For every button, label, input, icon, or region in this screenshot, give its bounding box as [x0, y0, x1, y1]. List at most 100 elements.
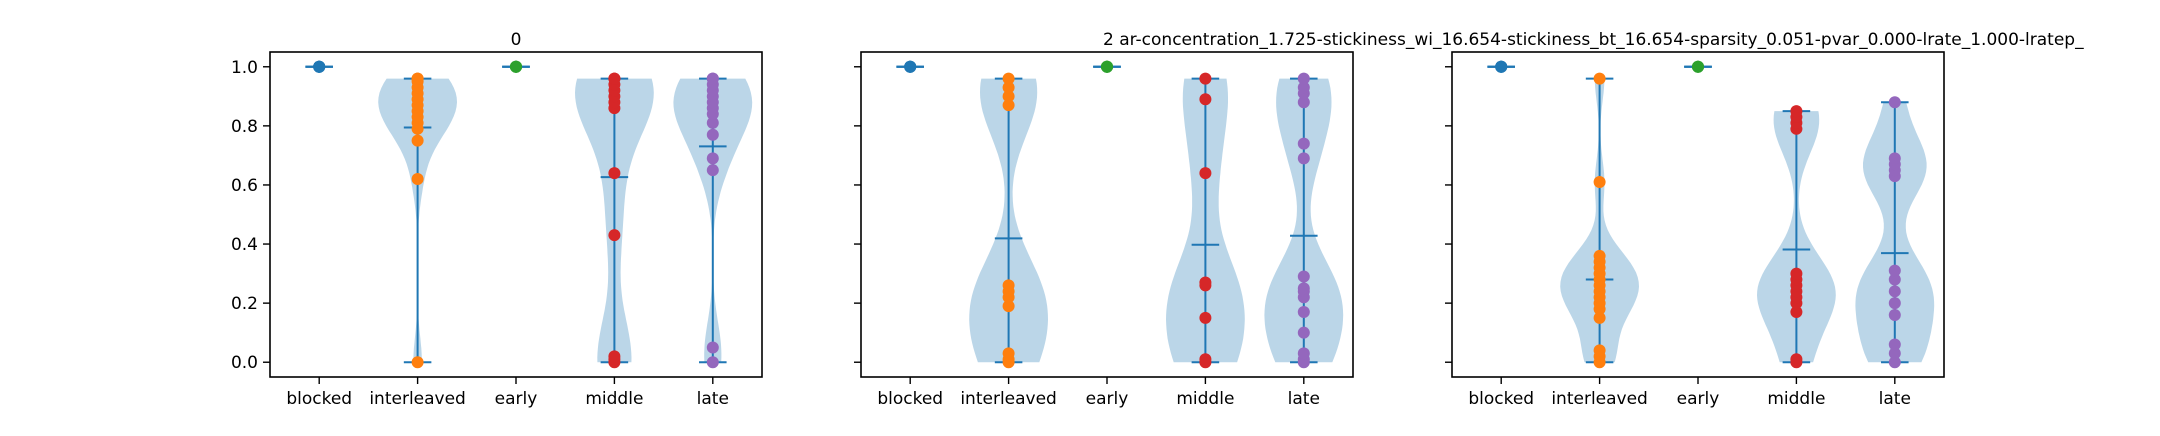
- data-point-late: [1888, 308, 1901, 321]
- data-point-middle: [608, 72, 621, 85]
- violin-group-interleaved: [969, 72, 1048, 369]
- data-point-interleaved: [1002, 279, 1015, 292]
- data-point-early: [510, 60, 522, 73]
- violin-group-middle: [1166, 72, 1245, 369]
- x-tick-label-blocked: blocked: [877, 389, 943, 409]
- x-tick-label-interleaved: interleaved: [369, 389, 466, 409]
- data-point-middle: [1790, 105, 1803, 118]
- x-tick-label-late: late: [1879, 389, 1911, 409]
- x-tick-label-interleaved: interleaved: [960, 389, 1057, 409]
- data-point-blocked: [1495, 60, 1508, 73]
- data-point-interleaved: [1002, 72, 1015, 85]
- data-point-late: [1888, 297, 1901, 310]
- violin-group-early: [1093, 60, 1121, 73]
- data-point-middle: [1199, 276, 1212, 289]
- data-point-late: [706, 164, 719, 177]
- data-point-middle: [608, 229, 621, 242]
- data-point-middle: [1199, 167, 1212, 180]
- data-point-interleaved: [411, 356, 424, 369]
- violin-group-early: [502, 60, 530, 73]
- y-tick-label: 1.0: [231, 58, 258, 78]
- data-point-late: [1297, 81, 1310, 94]
- data-point-middle: [1199, 93, 1212, 106]
- violin-group-late: [1264, 72, 1344, 369]
- data-point-late: [1297, 96, 1310, 109]
- data-point-interleaved: [1002, 99, 1015, 112]
- data-point-late: [1297, 326, 1310, 339]
- data-point-late: [706, 72, 719, 85]
- data-point-blocked: [904, 60, 917, 73]
- x-tick-label-late: late: [1288, 389, 1320, 409]
- x-tick-label-early: early: [495, 389, 538, 409]
- data-point-interleaved: [411, 134, 424, 147]
- violin-group-blocked: [896, 60, 924, 73]
- data-point-late: [1297, 137, 1310, 150]
- y-tick-label: 0.2: [231, 294, 258, 314]
- x-tick-label-middle: middle: [1176, 389, 1234, 409]
- x-tick-label-early: early: [1677, 389, 1720, 409]
- x-tick-label-interleaved: interleaved: [1551, 389, 1648, 409]
- data-point-late: [1297, 72, 1310, 85]
- violin-group-late: [1855, 96, 1935, 369]
- data-point-middle: [1199, 72, 1212, 85]
- figure-suptitle: 2 ar-concentration_1.725-stickiness_wi_1…: [1103, 30, 2084, 50]
- x-tick-label-early: early: [1086, 389, 1129, 409]
- chart-panel-0: 0.0 0.2 0.4 0.6 0.8 1.0 blocked interleaved earl…: [231, 30, 763, 409]
- violin-group-interleaved: [378, 72, 457, 369]
- violin-group-blocked: [1487, 60, 1515, 73]
- data-point-late: [1297, 282, 1310, 295]
- y-tick-label: 0.0: [231, 353, 258, 373]
- data-point-middle: [1790, 267, 1803, 280]
- data-point-late: [706, 116, 719, 129]
- data-point-late: [1888, 96, 1901, 109]
- data-point-late: [1297, 152, 1310, 165]
- data-point-interleaved: [1593, 176, 1606, 188]
- data-point-early: [1692, 60, 1704, 73]
- data-point-interleaved: [411, 173, 424, 186]
- data-point-late: [706, 341, 719, 354]
- violin-group-interleaved: [1560, 72, 1639, 369]
- data-point-blocked: [313, 60, 326, 73]
- violin-group-middle: [1757, 105, 1836, 369]
- y-tick-label: 0.8: [231, 117, 258, 137]
- data-point-middle: [1790, 353, 1803, 366]
- chart-panel-1: blocked interleaved early middle late: [854, 51, 1354, 409]
- data-point-interleaved: [1002, 90, 1015, 103]
- data-point-late: [1297, 347, 1310, 360]
- data-point-late: [1888, 356, 1901, 369]
- violin-group-blocked: [305, 60, 333, 73]
- x-tick-label-middle: middle: [1767, 389, 1825, 409]
- violin-group-early: [1684, 60, 1712, 73]
- data-point-early: [1101, 60, 1113, 73]
- data-point-late: [1297, 270, 1310, 283]
- x-tick-label-late: late: [697, 389, 729, 409]
- violin-group-middle: [575, 72, 654, 369]
- data-point-late: [706, 152, 719, 165]
- data-point-late: [1888, 285, 1901, 298]
- data-point-interleaved: [1593, 249, 1606, 262]
- data-point-middle: [608, 167, 621, 180]
- data-point-late: [1888, 273, 1901, 286]
- chart-title: 0: [511, 30, 522, 50]
- y-tick-label: 0.4: [231, 235, 258, 255]
- data-point-interleaved: [1593, 72, 1606, 85]
- data-point-late: [706, 128, 719, 141]
- x-tick-label-blocked: blocked: [1468, 389, 1534, 409]
- data-point-interleaved: [1002, 81, 1015, 94]
- data-point-interleaved: [1002, 347, 1015, 360]
- x-tick-label-blocked: blocked: [286, 389, 352, 409]
- data-point-late: [1888, 264, 1901, 277]
- violin-group-late: [673, 72, 753, 369]
- data-point-interleaved: [1002, 300, 1015, 313]
- data-point-interleaved: [411, 72, 424, 85]
- chart-panel-2: blocked interleaved early middle late: [1445, 51, 1945, 409]
- data-point-interleaved: [1593, 311, 1606, 324]
- data-point-middle: [1790, 306, 1803, 318]
- data-point-late: [706, 356, 719, 369]
- y-tick-label: 0.6: [231, 176, 258, 196]
- data-point-interleaved: [1593, 344, 1606, 357]
- data-point-late: [1297, 306, 1310, 318]
- data-point-late: [1888, 347, 1901, 360]
